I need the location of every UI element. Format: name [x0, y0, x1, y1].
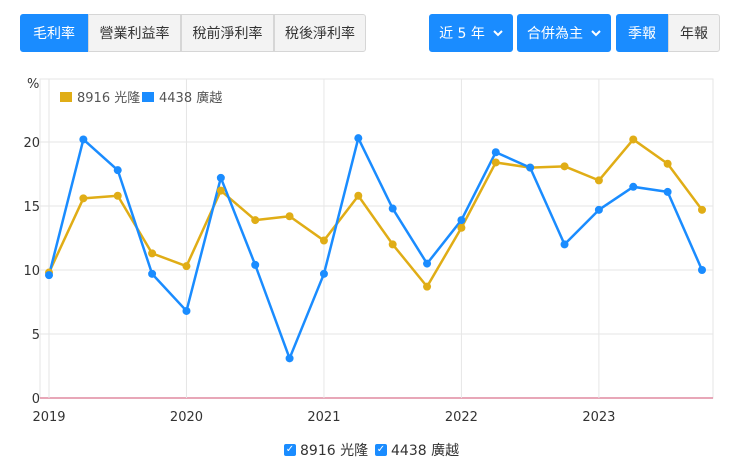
chevron-down-icon [493, 26, 503, 40]
y-tick-label: 10 [23, 264, 40, 279]
data-point [354, 134, 363, 143]
data-point [423, 282, 432, 291]
data-point [629, 182, 638, 191]
period-label: 近 5 年 [439, 26, 485, 42]
tab-gross-margin[interactable]: 毛利率 [20, 14, 88, 52]
data-point [423, 259, 432, 268]
toolbar: 毛利率 營業利益率 稅前淨利率 稅後淨利率 近 5 年 合併為主 季報 年報 [0, 0, 740, 60]
data-point [216, 173, 225, 182]
scope-dropdown[interactable]: 合併為主 [517, 14, 611, 52]
y-tick-label: 0 [32, 392, 40, 407]
data-point [560, 240, 569, 249]
data-point [388, 240, 397, 249]
scope-label: 合併為主 [527, 26, 583, 42]
data-point [148, 249, 157, 258]
data-point [594, 205, 603, 214]
annual-button[interactable]: 年報 [668, 14, 720, 52]
data-point [354, 191, 363, 200]
data-point [663, 187, 672, 196]
x-tick-label: 2019 [32, 410, 65, 425]
data-point [319, 236, 328, 245]
period-dropdown[interactable]: 近 5 年 [429, 14, 513, 52]
y-tick-label: 5 [32, 328, 40, 343]
data-point [526, 163, 535, 172]
legend-label: 4438 廣越 [159, 91, 222, 106]
data-point [457, 223, 466, 232]
legend-toggle-4438[interactable]: ✓ 4438 廣越 [375, 440, 459, 460]
x-tick-label: 2023 [582, 410, 615, 425]
data-point [491, 148, 500, 157]
tab-pretax-margin[interactable]: 稅前淨利率 [181, 14, 274, 52]
x-tick-label: 2020 [170, 410, 203, 425]
data-point [79, 194, 88, 203]
data-point [79, 135, 88, 144]
data-point [560, 162, 569, 171]
line-chart: 0 5 10 15 20 2019 2020 2021 2022 2023% 8916 光隆 4438… [23, 77, 714, 425]
checkbox-icon: ✓ [375, 444, 387, 456]
data-point [251, 216, 260, 225]
data-point [629, 135, 638, 144]
data-point [663, 159, 672, 168]
data-point [698, 266, 706, 274]
legend-toggle-label: 8916 光隆 [300, 443, 369, 459]
legend-swatch [142, 92, 154, 102]
data-point [491, 158, 500, 167]
legend-toggle-label: 4438 廣越 [391, 443, 460, 459]
data-point [251, 260, 260, 269]
data-point [285, 354, 294, 363]
data-point [182, 306, 191, 315]
y-axis-unit: % [27, 77, 39, 92]
data-point [216, 186, 225, 195]
tab-net-margin[interactable]: 稅後淨利率 [274, 14, 366, 52]
data-point [285, 212, 294, 221]
y-tick-label: 15 [23, 200, 40, 215]
chevron-down-icon [591, 26, 601, 40]
x-tick-label: 2022 [445, 410, 478, 425]
tab-operating-margin[interactable]: 營業利益率 [88, 14, 181, 52]
quarterly-button[interactable]: 季報 [616, 14, 668, 52]
legend-swatch [60, 92, 72, 102]
series-line [47, 138, 704, 288]
data-point [388, 204, 397, 213]
legend-toggle-8916[interactable]: ✓ 8916 光隆 [284, 440, 368, 460]
x-tick-label: 2021 [307, 410, 340, 425]
data-point [182, 262, 191, 271]
y-tick-label: 20 [23, 136, 40, 151]
data-point [113, 166, 122, 175]
checkbox-icon: ✓ [284, 444, 296, 456]
series-line [47, 136, 704, 360]
data-point [319, 269, 328, 278]
legend-bottom: ✓ 8916 光隆 ✓ 4438 廣越 [0, 440, 740, 464]
data-point [698, 205, 706, 214]
data-point [45, 271, 53, 280]
legend-label: 8916 光隆 [77, 91, 140, 106]
data-point [113, 191, 122, 200]
data-point [594, 176, 603, 185]
data-point [457, 216, 466, 225]
data-point [148, 269, 157, 278]
